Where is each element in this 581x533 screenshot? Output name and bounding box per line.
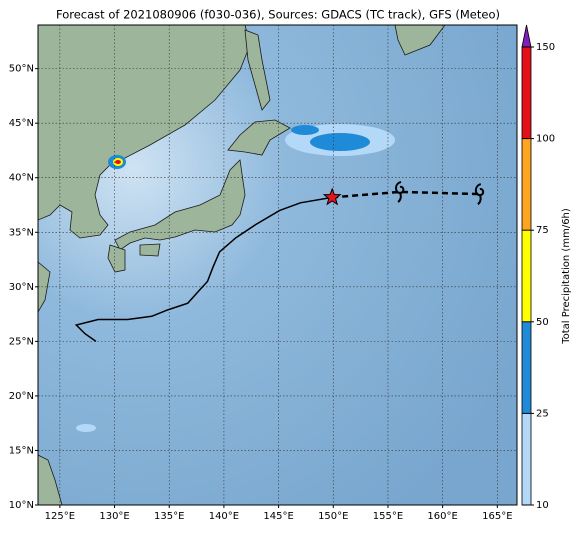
colorbar: 10 25 50 75 100 150 Total Precipitation (mm/6h… (521, 24, 572, 511)
y-tick-label: 10°N (9, 500, 34, 511)
colorbar-tick-label: 75 (536, 225, 549, 236)
x-tick-label: 155°E (373, 511, 403, 522)
forecast-track (332, 190, 480, 199)
precipitation (76, 124, 395, 432)
x-tick-label: 165°E (482, 511, 512, 522)
map-area (38, 25, 517, 505)
current-position (322, 187, 342, 206)
y-tick-label: 45°N (9, 118, 34, 129)
x-tick-label: 145°E (263, 511, 293, 522)
colorbar-segment (522, 230, 531, 322)
colorbar-segment (522, 321, 531, 414)
x-tick-label: 130°E (99, 511, 129, 522)
colorbar-segment (522, 47, 531, 139)
observed-track (74, 196, 333, 342)
y-tick-label: 20°N (9, 391, 34, 402)
land (38, 25, 446, 505)
storm-symbol (394, 180, 405, 203)
colorbar-segment (522, 138, 531, 231)
track (74, 180, 485, 342)
colorbar-tick-label: 25 (536, 408, 549, 419)
y-tick-label: 15°N (9, 445, 34, 456)
y-tick-label: 30°N (9, 282, 34, 293)
y-tick-label: 40°N (9, 173, 34, 184)
map-frame (37, 24, 518, 506)
x-tick-label: 135°E (154, 511, 184, 522)
colorbar-extension (521, 24, 532, 48)
y-tick-label: 25°N (9, 336, 34, 347)
storm-symbol (474, 183, 485, 205)
y-tick-label: 50°N (9, 64, 34, 75)
colorbar-tick-label: 100 (536, 134, 555, 145)
colorbar-tick-label: 150 (536, 42, 555, 53)
axes: 125°E 130°E 135°E 140°E 145°E 150°E 155°E 160°E… (9, 64, 513, 522)
x-tick-label: 160°E (427, 511, 457, 522)
colorbar-tick-label: 50 (536, 317, 549, 328)
colorbar-segment (522, 413, 531, 505)
y-tick-label: 35°N (9, 227, 34, 238)
x-tick-label: 140°E (209, 511, 239, 522)
colorbar-label: Total Precipitation (mm/6h) (561, 208, 572, 345)
grid (38, 25, 517, 505)
chart-title: Forecast of 2021080906 (f030-036), Sourc… (56, 8, 500, 22)
x-tick-label: 150°E (318, 511, 348, 522)
x-tick-label: 125°E (45, 511, 75, 522)
colorbar-tick-label: 10 (536, 500, 549, 511)
